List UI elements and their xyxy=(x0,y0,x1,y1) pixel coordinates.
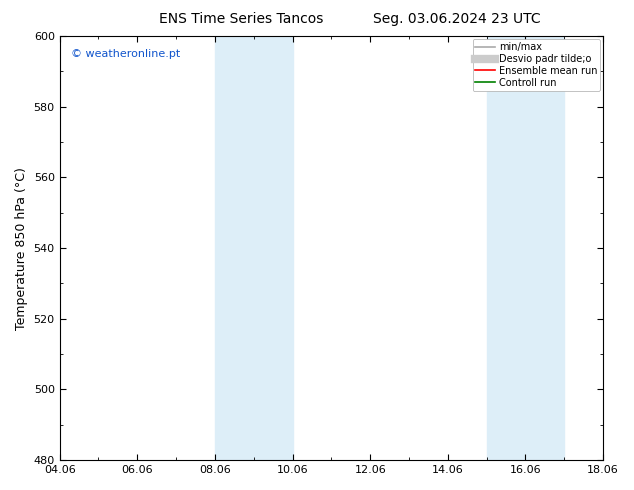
Text: Seg. 03.06.2024 23 UTC: Seg. 03.06.2024 23 UTC xyxy=(373,12,540,26)
Legend: min/max, Desvio padr tilde;o, Ensemble mean run, Controll run: min/max, Desvio padr tilde;o, Ensemble m… xyxy=(472,39,600,91)
Y-axis label: Temperature 850 hPa (°C): Temperature 850 hPa (°C) xyxy=(15,167,28,330)
Text: ENS Time Series Tancos: ENS Time Series Tancos xyxy=(158,12,323,26)
Bar xyxy=(487,36,564,460)
Text: © weatheronline.pt: © weatheronline.pt xyxy=(70,49,180,59)
Bar xyxy=(215,36,292,460)
